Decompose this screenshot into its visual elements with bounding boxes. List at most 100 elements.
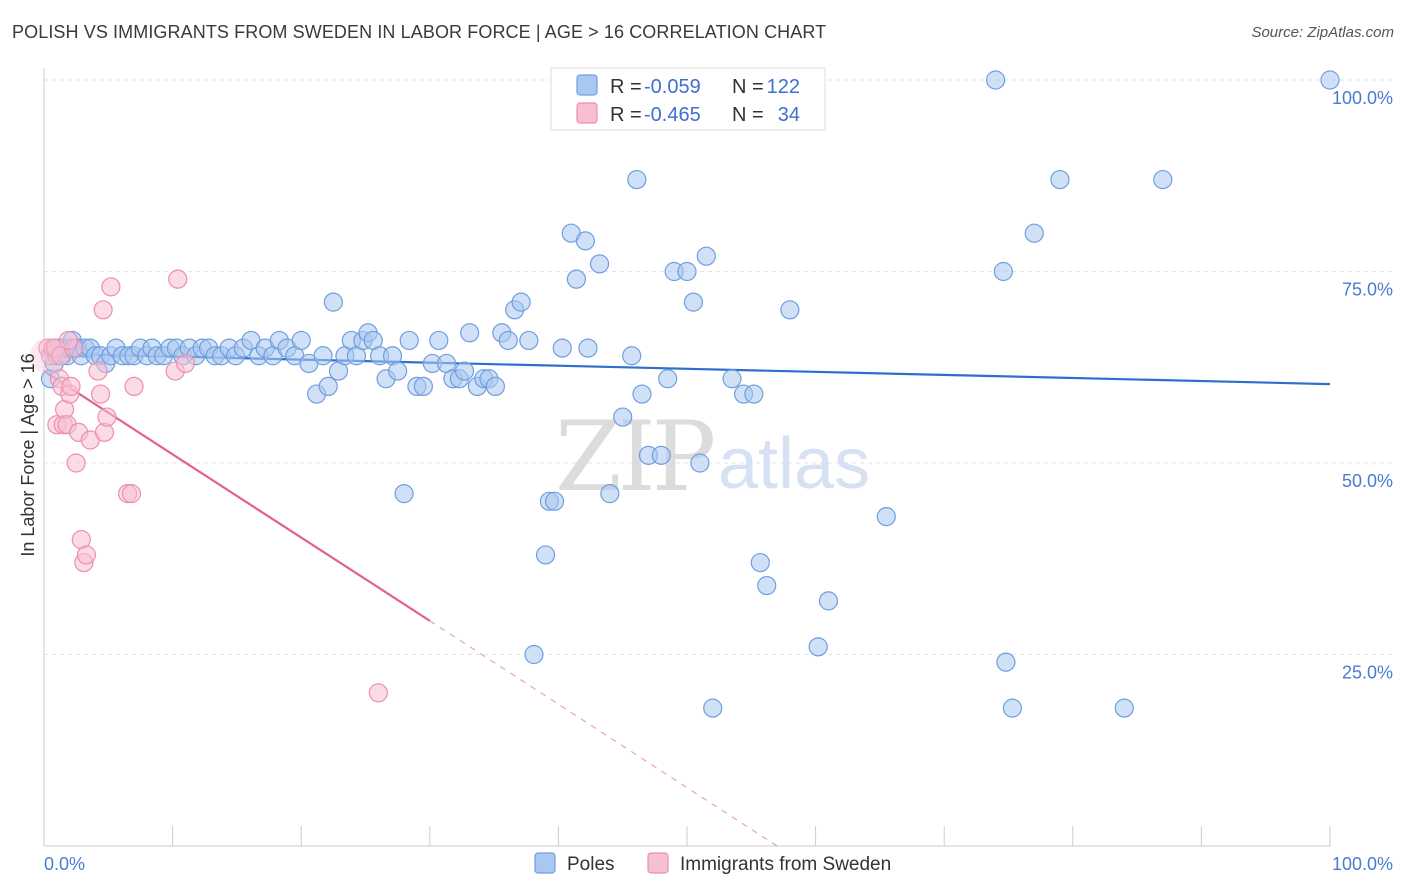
y-tick-label: 100.0% [1332, 88, 1393, 108]
data-point-poles [750, 552, 770, 573]
data-point-sweden [175, 353, 196, 374]
data-point-poles [744, 384, 764, 404]
legend: R = -0.059 N = 122 R = -0.465 N = 34 [550, 67, 826, 131]
data-point-poles [578, 338, 598, 358]
data-point-poles [589, 254, 610, 274]
data-point-poles [454, 361, 475, 381]
data-point-poles [413, 376, 433, 396]
data-point-poles [394, 484, 414, 504]
data-point-poles [627, 169, 647, 190]
data-point-poles [552, 338, 572, 358]
data-point-poles [1153, 169, 1173, 190]
data-point-sweden [61, 376, 81, 396]
chart-source: Source: ZipAtlas.com [1251, 24, 1394, 41]
data-point-poles [996, 652, 1016, 672]
data-point-poles [524, 644, 544, 665]
data-point-poles [566, 269, 587, 289]
data-point-sweden [168, 269, 188, 289]
data-point-sweden [368, 683, 388, 703]
data-point-poles [780, 300, 800, 320]
legend-n-value-poles: 122 [767, 76, 800, 98]
data-point-poles [544, 491, 565, 511]
axes [43, 68, 1331, 847]
data-point-sweden [58, 330, 79, 351]
data-point-sweden-cluster [29, 337, 66, 374]
watermark-atlas: atlas [718, 424, 870, 504]
series-legend-label-poles: Poles [567, 854, 615, 875]
data-point-poles [519, 330, 539, 351]
legend-swatch-sweden [576, 102, 598, 124]
data-point-sweden [121, 484, 142, 504]
data-point-poles [388, 361, 408, 381]
legend-n-value-sweden: 34 [778, 104, 800, 126]
data-point-poles [677, 261, 697, 282]
data-point-poles [1024, 223, 1044, 243]
x-tick-label-max: 100.0% [1332, 854, 1393, 874]
data-point-poles [696, 246, 716, 266]
data-point-poles [1320, 70, 1340, 90]
data-point-poles [1002, 698, 1022, 718]
y-tick-label: 50.0% [1342, 471, 1393, 491]
legend-r-value-poles: -0.059 [644, 76, 701, 98]
data-point-poles [658, 369, 678, 389]
legend-r-value-sweden: -0.465 [644, 104, 701, 126]
y-tick-labels: 25.0% 50.0% 75.0% 100.0% [1332, 88, 1393, 683]
data-point-sweden [101, 277, 121, 297]
legend-r-label-sweden: R = [610, 104, 642, 126]
data-point-poles [993, 261, 1013, 282]
data-point-poles [511, 292, 531, 312]
data-point-poles [291, 330, 311, 351]
data-points [29, 70, 1340, 718]
data-point-poles [632, 384, 652, 404]
data-point-poles [986, 70, 1006, 90]
data-point-poles [1050, 169, 1070, 190]
data-point-sweden [93, 300, 113, 320]
data-point-poles [818, 591, 839, 611]
legend-n-label-sweden: N = [732, 104, 764, 126]
data-point-poles [429, 330, 449, 351]
gridlines [44, 79, 1396, 655]
data-point-poles [757, 575, 777, 596]
data-point-sweden [66, 453, 86, 473]
data-point-poles [318, 376, 338, 396]
series-legend: Poles Immigrants from Sweden [534, 852, 891, 875]
x-tick-labels: 0.0% 100.0% [44, 854, 1393, 874]
watermark: ZIP atlas [555, 401, 870, 513]
chart-title: POLISH VS IMMIGRANTS FROM SWEDEN IN LABO… [12, 22, 827, 42]
data-point-poles [323, 292, 343, 312]
data-point-poles [600, 484, 620, 504]
data-point-poles [622, 346, 642, 366]
data-point-poles [651, 445, 671, 465]
data-point-poles [498, 330, 518, 351]
data-point-poles [485, 376, 505, 396]
data-point-poles [703, 698, 723, 718]
data-point-poles [1114, 698, 1134, 718]
series-legend-swatch-sweden [647, 852, 669, 874]
data-point-sweden [76, 545, 97, 565]
legend-n-label-poles: N = [732, 76, 764, 98]
data-point-poles [575, 231, 596, 251]
trend-line-sweden-extension [429, 620, 778, 847]
data-point-poles [876, 507, 896, 527]
data-point-poles [313, 346, 333, 366]
data-point-sweden [88, 361, 108, 381]
y-axis-title: In Labor Force | Age > 16 [18, 353, 38, 556]
series-legend-label-sweden: Immigrants from Sweden [680, 854, 891, 875]
data-point-poles [613, 407, 633, 427]
y-tick-label: 25.0% [1342, 663, 1393, 683]
x-tick-label-min: 0.0% [44, 854, 85, 874]
data-point-poles [683, 292, 704, 312]
data-point-sweden [124, 376, 144, 396]
series-legend-swatch-poles [534, 852, 556, 874]
trend-line-sweden [43, 370, 431, 622]
data-point-poles [460, 323, 480, 343]
data-point-poles [808, 637, 828, 657]
watermark-zip: ZIP [555, 401, 714, 513]
legend-swatch-poles [576, 74, 598, 96]
y-tick-label: 75.0% [1342, 280, 1393, 300]
legend-r-label-poles: R = [610, 76, 642, 98]
data-point-sweden [97, 407, 117, 427]
data-point-poles [399, 330, 419, 351]
data-point-poles [690, 453, 710, 473]
